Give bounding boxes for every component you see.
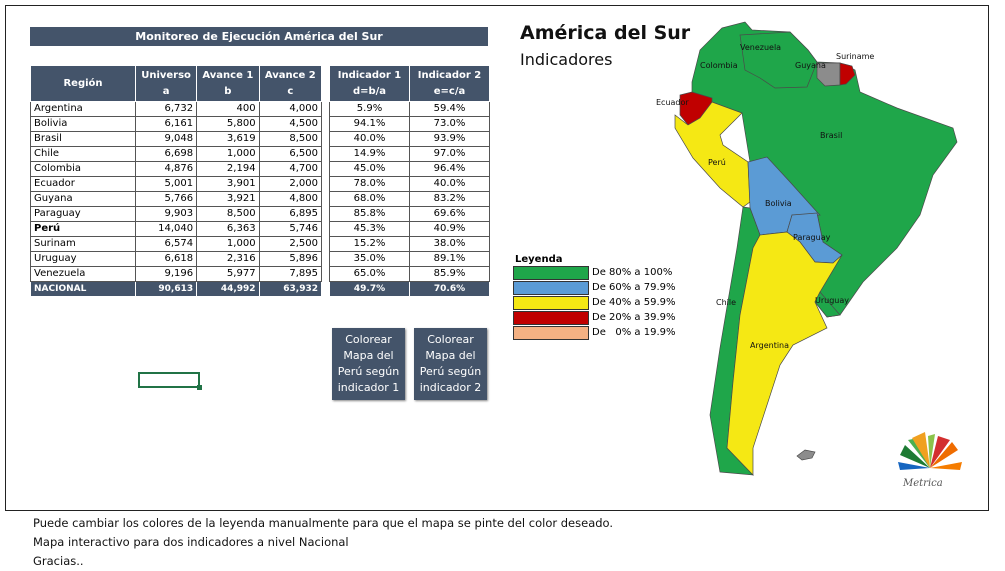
- table-row: Paraguay 9,903 8,500 6,895: [30, 206, 323, 222]
- legend-label: De 80% a 100%: [592, 267, 673, 278]
- table-row: 5.9% 59.4%: [329, 101, 490, 117]
- logo-text: Metrica: [902, 478, 943, 489]
- column-header: Avance 2 c: [258, 65, 323, 102]
- sheet-frame: [5, 5, 989, 511]
- table-row: 35.0% 89.1%: [329, 251, 490, 267]
- legend-label: De 20% a 39.9%: [592, 312, 676, 323]
- note-line-1: Puede cambiar los colores de la leyenda …: [33, 516, 614, 530]
- header-formula: e=c/a: [433, 85, 466, 97]
- column-header: Indicador 2 e=c/a: [409, 65, 490, 102]
- total-row: 49.7% 70.6%: [329, 281, 490, 297]
- button-label: Colorear Mapa del Perú según indicador 2: [419, 333, 482, 394]
- label-guyana: Guyana: [795, 61, 826, 70]
- label-colombia: Colombia: [700, 61, 738, 70]
- label-uruguay: Uruguay: [815, 296, 849, 305]
- table-row: 94.1% 73.0%: [329, 116, 490, 132]
- table-row: Chile 6,698 1,000 6,500: [30, 146, 323, 162]
- table-row: Colombia 4,876 2,194 4,700: [30, 161, 323, 177]
- color-map-indicator-1-button[interactable]: Colorear Mapa del Perú según indicador 1: [332, 328, 405, 400]
- cell-region[interactable]: NACIONAL: [30, 281, 136, 297]
- header-label: Avance 2: [264, 69, 316, 81]
- header-formula: c: [287, 85, 294, 97]
- header-label: Universo: [141, 69, 191, 81]
- map-title: América del Sur: [520, 22, 691, 44]
- region-peru[interactable]: [674, 101, 751, 208]
- legend-label: De 60% a 79.9%: [592, 282, 676, 293]
- region-argentina[interactable]: [726, 231, 843, 476]
- column-header: Avance 1 b: [196, 65, 260, 102]
- header-formula: b: [224, 85, 232, 97]
- legend-label: De 0% a 19.9%: [592, 327, 676, 338]
- selected-cell[interactable]: [138, 372, 202, 390]
- cell-c[interactable]: 4,000: [258, 101, 323, 117]
- header-label: Indicador 2: [417, 69, 482, 81]
- region-suriname[interactable]: [816, 62, 841, 87]
- table-row: Uruguay 6,618 2,316 5,896: [30, 251, 323, 267]
- cell-c[interactable]: 63,932: [258, 281, 323, 297]
- label-venezuela: Venezuela: [740, 43, 781, 52]
- region-uruguay[interactable]: [814, 291, 841, 318]
- color-map-indicator-2-button[interactable]: Colorear Mapa del Perú según indicador 2: [414, 328, 487, 400]
- table-row: Guyana 5,766 3,921 4,800: [30, 191, 323, 207]
- legend-swatch[interactable]: [513, 296, 589, 310]
- total-row: NACIONAL 90,613 44,992 63,932: [30, 281, 323, 297]
- table-row: Argentina 6,732 400 4,000: [30, 101, 323, 117]
- map-subtitle: Indicadores: [520, 50, 613, 69]
- label-chile: Chile: [716, 298, 736, 307]
- column-header: Universo a: [134, 65, 198, 102]
- legend-swatch[interactable]: [513, 311, 589, 325]
- label-paraguay: Paraguay: [793, 233, 831, 242]
- label-bolivia: Bolivia: [765, 199, 792, 208]
- note-line-2: Mapa interactivo para dos indicadores a …: [33, 535, 349, 549]
- data-table: Región Universo a Avance 1 b Avance 2 c Argenti…: [30, 65, 323, 297]
- indicator-table: Indicador 1 d=b/a Indicador 2 e=c/a 5.9% 59.4…: [329, 65, 490, 297]
- legend-label: De 40% a 59.9%: [592, 297, 676, 308]
- note-line-3: Gracias..: [33, 554, 84, 568]
- metrica-logo: Metrica: [898, 432, 962, 489]
- cell-d[interactable]: 49.7%: [329, 281, 410, 297]
- label-suriname: Suriname: [836, 52, 874, 61]
- region-french-guiana[interactable]: [839, 62, 856, 86]
- cell-b[interactable]: 44,992: [196, 281, 260, 297]
- cell-a[interactable]: 90,613: [134, 281, 198, 297]
- header-label: Indicador 1: [337, 69, 402, 81]
- table-row: Brasil 9,048 3,619 8,500: [30, 131, 323, 147]
- table-row: Venezuela 9,196 5,977 7,895: [30, 266, 323, 282]
- header-label: Avance 1: [202, 69, 254, 81]
- legend-swatch[interactable]: [513, 326, 589, 340]
- legend-swatch[interactable]: [513, 266, 589, 280]
- button-label: Colorear Mapa del Perú según indicador 1: [337, 333, 400, 394]
- table-row: Surinam 6,574 1,000 2,500: [30, 236, 323, 252]
- header-formula: a: [162, 85, 170, 97]
- header-formula: d=b/a: [352, 85, 387, 97]
- column-header: Indicador 1 d=b/a: [329, 65, 410, 102]
- table-row: 68.0% 83.2%: [329, 191, 490, 207]
- label-brasil: Brasil: [820, 131, 842, 140]
- legend-title: Leyenda: [515, 254, 563, 265]
- table-row: Perú 14,040 6,363 5,746: [30, 221, 323, 237]
- table-row: 65.0% 85.9%: [329, 266, 490, 282]
- sheet-title: Monitoreo de Ejecución América del Sur: [30, 27, 488, 46]
- label-ecuador: Ecuador: [656, 98, 689, 107]
- table-row: Ecuador 5,001 3,901 2,000: [30, 176, 323, 192]
- region-venezuela[interactable]: [739, 31, 818, 89]
- legend-swatch[interactable]: [513, 281, 589, 295]
- header-label: Región: [63, 77, 103, 89]
- column-header: Región: [30, 65, 136, 102]
- label-peru: Perú: [708, 158, 726, 167]
- cell-e[interactable]: 70.6%: [409, 281, 490, 297]
- label-argentina: Argentina: [750, 341, 789, 350]
- cell-e[interactable]: 38.0%: [409, 236, 490, 252]
- region-falklands: [796, 449, 816, 461]
